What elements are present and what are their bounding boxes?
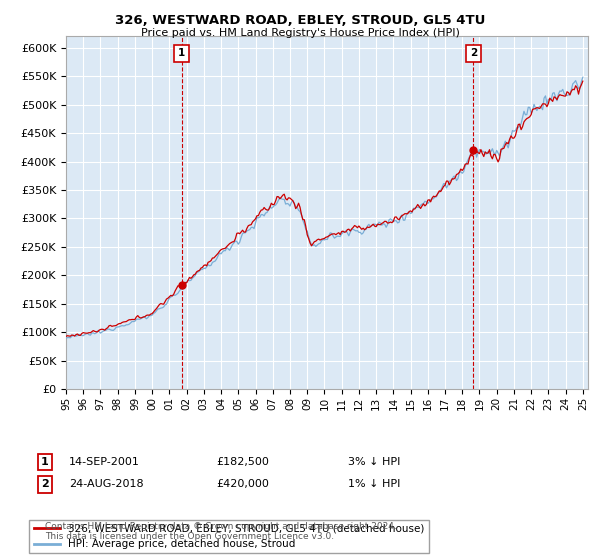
Text: 1% ↓ HPI: 1% ↓ HPI — [348, 479, 400, 489]
Text: Price paid vs. HM Land Registry's House Price Index (HPI): Price paid vs. HM Land Registry's House … — [140, 28, 460, 38]
Text: 2: 2 — [470, 49, 477, 58]
Text: 1: 1 — [41, 457, 49, 467]
Text: 326, WESTWARD ROAD, EBLEY, STROUD, GL5 4TU: 326, WESTWARD ROAD, EBLEY, STROUD, GL5 4… — [115, 14, 485, 27]
Text: Contains HM Land Registry data © Crown copyright and database right 2024.
This d: Contains HM Land Registry data © Crown c… — [45, 522, 397, 542]
Legend: 326, WESTWARD ROAD, EBLEY, STROUD, GL5 4TU (detached house), HPI: Average price,: 326, WESTWARD ROAD, EBLEY, STROUD, GL5 4… — [29, 520, 428, 553]
Text: 24-AUG-2018: 24-AUG-2018 — [69, 479, 143, 489]
Text: 1: 1 — [178, 49, 185, 58]
Text: 3% ↓ HPI: 3% ↓ HPI — [348, 457, 400, 467]
Text: 2: 2 — [41, 479, 49, 489]
Text: 14-SEP-2001: 14-SEP-2001 — [69, 457, 140, 467]
Text: £182,500: £182,500 — [216, 457, 269, 467]
Text: £420,000: £420,000 — [216, 479, 269, 489]
